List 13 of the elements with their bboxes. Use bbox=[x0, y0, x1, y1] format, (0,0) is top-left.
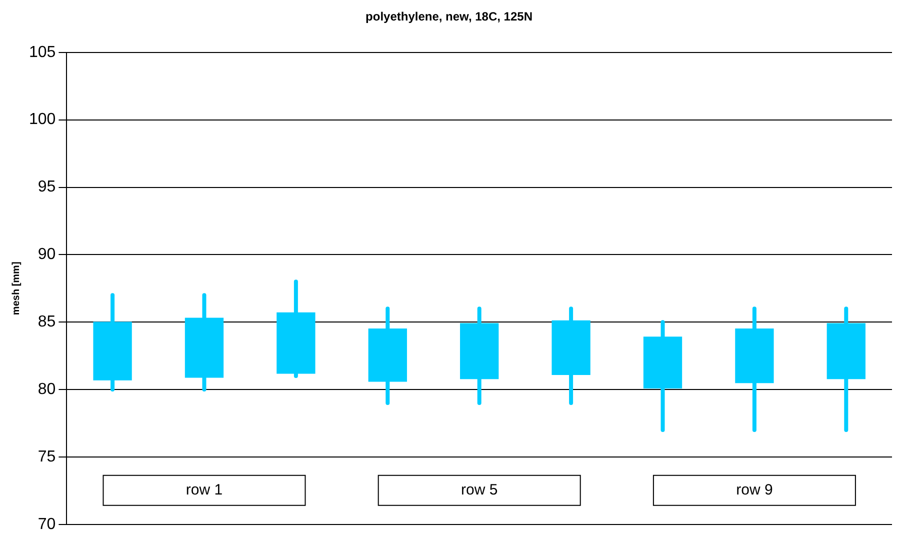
y-tick-label: 105 bbox=[28, 44, 56, 61]
y-axis-title: mesh [mm] bbox=[10, 262, 22, 316]
y-tick-label: 70 bbox=[38, 516, 56, 533]
annotation: row 1 bbox=[186, 482, 223, 499]
y-tick-label: 90 bbox=[38, 246, 56, 264]
y-tick-label: 100 bbox=[28, 111, 56, 128]
y-tick-label: 80 bbox=[38, 380, 56, 398]
annotation: row 5 bbox=[461, 482, 498, 499]
chart-title: polyethylene, new, 18C, 125N bbox=[366, 10, 532, 24]
y-tick-label: 75 bbox=[38, 448, 56, 466]
y-tick-label: 95 bbox=[38, 178, 56, 196]
y-tick-label: 85 bbox=[38, 314, 56, 331]
annotation: row 9 bbox=[736, 482, 773, 499]
